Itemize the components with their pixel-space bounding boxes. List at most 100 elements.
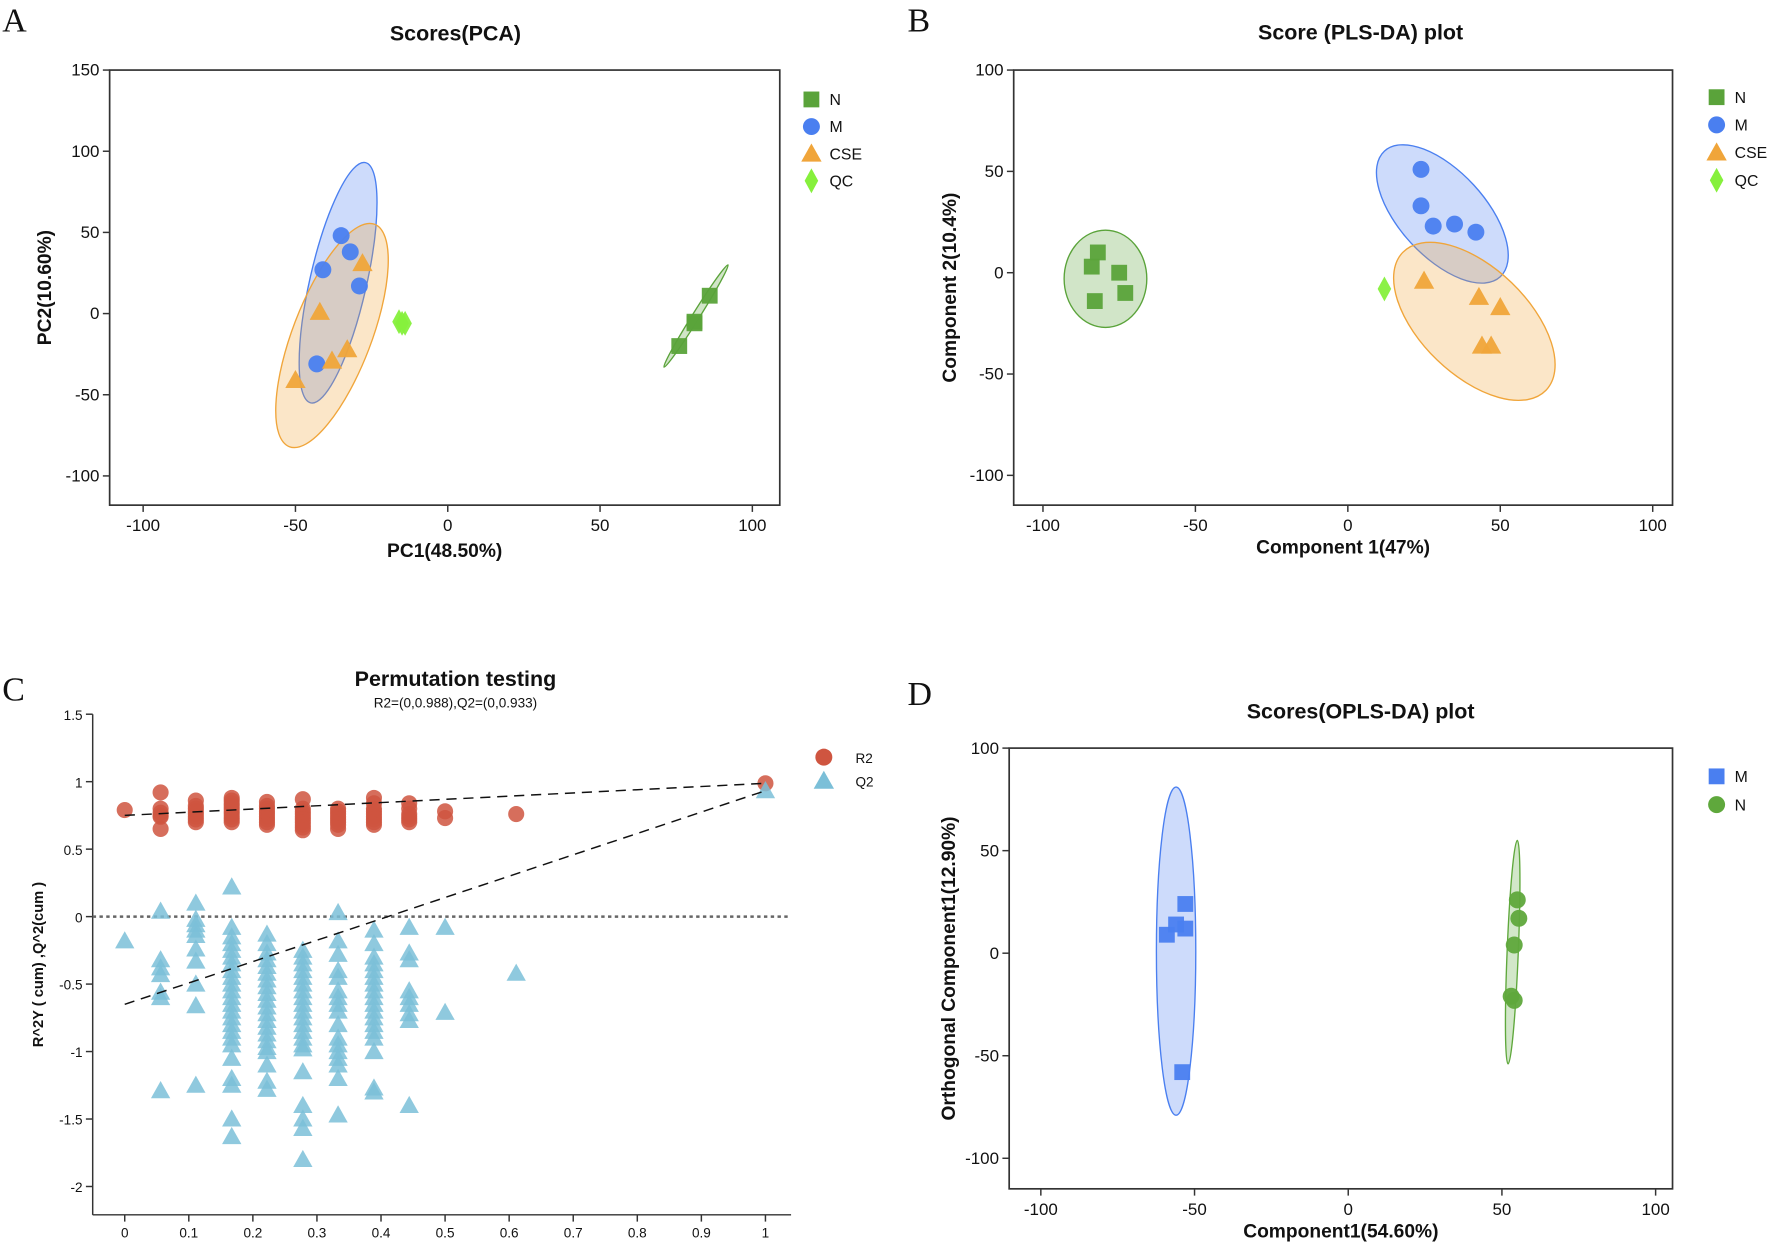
data-point-q2 <box>222 1109 242 1127</box>
panel-3: Permutation testing R2=(0,0.988),Q2=(0,0.… <box>31 667 874 1240</box>
data-point-cse <box>352 253 373 272</box>
data-point-n <box>1508 891 1526 909</box>
data-point-m <box>350 277 368 295</box>
data-point-q2 <box>293 1062 313 1080</box>
data-point-cse <box>309 301 330 320</box>
y-tick-label: -0.5 <box>59 978 82 993</box>
data-point-q2 <box>186 893 206 911</box>
data-point-cse <box>1490 296 1511 316</box>
legend-label-n: N <box>829 92 840 109</box>
data-point-n <box>701 287 718 304</box>
data-point-n <box>1111 264 1128 281</box>
y-tick-label: 100 <box>971 739 999 758</box>
chart-subtitle: R2=(0,0.988),Q2=(0,0.933) <box>374 695 537 710</box>
confidence-ellipse-m <box>1155 786 1197 1116</box>
data-point-q2 <box>399 994 419 1012</box>
data-point-q2 <box>222 1035 242 1053</box>
y-tick-label: 100 <box>71 142 99 161</box>
data-point-q2 <box>364 1028 384 1046</box>
data-point-q2 <box>150 964 171 983</box>
data-point-q2 <box>328 1105 348 1123</box>
data-point-qc <box>398 310 412 336</box>
data-point-m <box>341 243 359 261</box>
panel-letter-c: C <box>2 672 25 709</box>
y-tick-label: -50 <box>979 365 1003 384</box>
data-point-m <box>1177 896 1194 912</box>
data-point-cse <box>337 339 358 358</box>
y-tick-label: 50 <box>985 162 1004 181</box>
data-point-m <box>1424 217 1442 235</box>
data-point-q2 <box>186 939 206 957</box>
y-tick-label: -50 <box>75 385 99 404</box>
x-tick-label: 0 <box>1344 1200 1353 1219</box>
data-point-q2 <box>399 1095 419 1114</box>
x-tick-label: 50 <box>591 516 610 535</box>
legend-marker-m <box>802 118 820 136</box>
x-tick-label: 50 <box>1491 516 1510 535</box>
data-point-q2 <box>293 1118 313 1136</box>
data-point-n <box>1083 258 1100 275</box>
legend-label-n: N <box>1735 797 1746 814</box>
series-n <box>1083 244 1134 309</box>
series-qc <box>1377 276 1392 302</box>
y-axis-label: Orthogonal Component1(12.90%) <box>939 816 960 1120</box>
chart-title: Scores(PCA) <box>390 22 521 46</box>
data-point-r2 <box>365 816 383 833</box>
data-point-r2 <box>508 806 525 823</box>
y-axis-label: R^2Y ( cum) ,Q^2(cum ) <box>31 882 47 1048</box>
plot-frame <box>108 69 781 506</box>
data-point-q2 <box>755 781 776 799</box>
data-point-q2 <box>399 1010 419 1029</box>
confidence-ellipse-n <box>1063 229 1148 329</box>
legend-marker-qc <box>804 168 819 194</box>
x-tick-label: -100 <box>1026 516 1060 535</box>
data-point-n <box>686 315 703 332</box>
data-point-q2 <box>222 1126 242 1145</box>
panel-4: Scores(OPLS-DA) plot -100 -50 0 50 100 -100 -50… <box>939 700 1748 1243</box>
data-point-cse <box>1480 335 1502 354</box>
data-point-qc <box>1377 276 1392 302</box>
panel-2: Score (PLS-DA) plot -100 -50 0 50 100 -100 -50 0… <box>940 21 1767 559</box>
legend-label-m: M <box>1735 118 1748 135</box>
data-point-q2 <box>435 1002 455 1020</box>
x-tick-label: 0.5 <box>436 1225 455 1240</box>
data-point-r2 <box>152 820 169 837</box>
x-tick-label: 0.4 <box>372 1225 391 1240</box>
y-tick-label: 0.5 <box>64 843 83 858</box>
x-tick-label: -100 <box>1024 1200 1058 1219</box>
legend-label-q2: Q2 <box>855 775 873 790</box>
data-point-q2 <box>222 1075 242 1093</box>
data-point-q2 <box>506 963 526 981</box>
legend-marker-m <box>1708 768 1725 785</box>
data-point-cse <box>285 369 306 389</box>
y-tick-label: -100 <box>970 466 1004 485</box>
y-tick-label: 150 <box>71 61 99 80</box>
y-tick-label: -100 <box>965 1149 999 1168</box>
data-point-n <box>1505 991 1523 1009</box>
x-tick-label: 0 <box>443 516 452 535</box>
series-n <box>1502 891 1528 1009</box>
data-point-r2 <box>330 820 347 837</box>
x-tick-label: 0.3 <box>308 1225 327 1240</box>
data-point-r2 <box>401 814 418 831</box>
x-tick-label: -100 <box>126 516 160 535</box>
legend-marker-qc <box>1709 167 1724 193</box>
x-tick-label: 0.6 <box>500 1225 519 1240</box>
x-tick-label: 0 <box>1343 516 1352 535</box>
legend-marker-cse <box>801 143 822 162</box>
series-cse <box>285 253 373 389</box>
y-tick-label: 0 <box>90 304 99 323</box>
legend-marker-n <box>1708 89 1725 106</box>
data-point-q2 <box>328 1001 348 1019</box>
legend-marker-n <box>803 91 820 108</box>
y-tick-label: 0 <box>990 944 999 963</box>
data-point-q2 <box>186 996 206 1014</box>
panel-1: Scores(PCA) -100 -50 0 50 100 -100 -50 0 50 100 150… <box>35 22 862 562</box>
y-axis-label: Component 2(10.4%) <box>940 193 961 383</box>
data-point-m <box>1412 160 1430 178</box>
data-point-r2 <box>294 822 311 839</box>
data-point-q2 <box>293 1095 313 1114</box>
data-point-q2 <box>435 917 455 935</box>
data-point-n <box>671 338 688 354</box>
